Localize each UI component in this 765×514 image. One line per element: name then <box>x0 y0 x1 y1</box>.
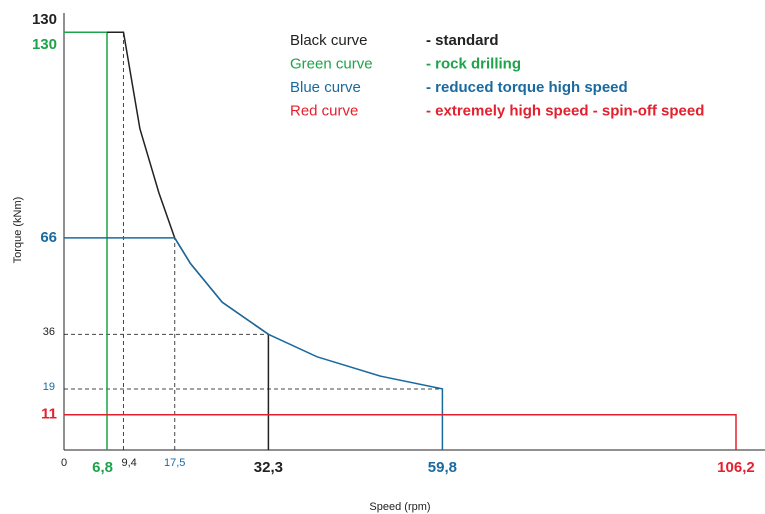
y-axis-label: Torque (kNm) <box>12 197 24 264</box>
legend-name: Black curve <box>290 32 368 49</box>
y-tick-label: 130 <box>32 36 57 53</box>
x-tick-label: 9,4 <box>121 457 136 469</box>
legend-name: Blue curve <box>290 79 361 96</box>
curve <box>64 31 108 450</box>
x-axis-label: Speed (rpm) <box>369 501 430 513</box>
y-tick-label: 11 <box>41 406 57 423</box>
x-tick-label: 106,2 <box>717 459 755 476</box>
x-tick-label: 59,8 <box>428 459 457 476</box>
y-tick-label: 66 <box>40 229 57 246</box>
curve <box>64 413 737 450</box>
legend-name: Green curve <box>290 55 373 72</box>
y-tick-label: 19 <box>43 381 55 393</box>
x-tick-label: 6,8 <box>92 459 113 476</box>
legend-description: - standard <box>426 32 499 49</box>
curve <box>64 237 444 450</box>
legend-description: - extremely high speed - spin-off speed <box>426 102 704 119</box>
x-tick-label: 0 <box>61 457 67 469</box>
legend-description: - reduced torque high speed <box>426 79 628 96</box>
y-tick-label: 130 <box>32 11 57 28</box>
x-tick-label: 17,5 <box>164 457 185 469</box>
legend-description: - rock drilling <box>426 55 521 72</box>
x-tick-label: 32,3 <box>254 459 283 476</box>
legend-name: Red curve <box>290 102 358 119</box>
y-tick-label: 36 <box>43 326 55 338</box>
curve <box>107 31 270 450</box>
